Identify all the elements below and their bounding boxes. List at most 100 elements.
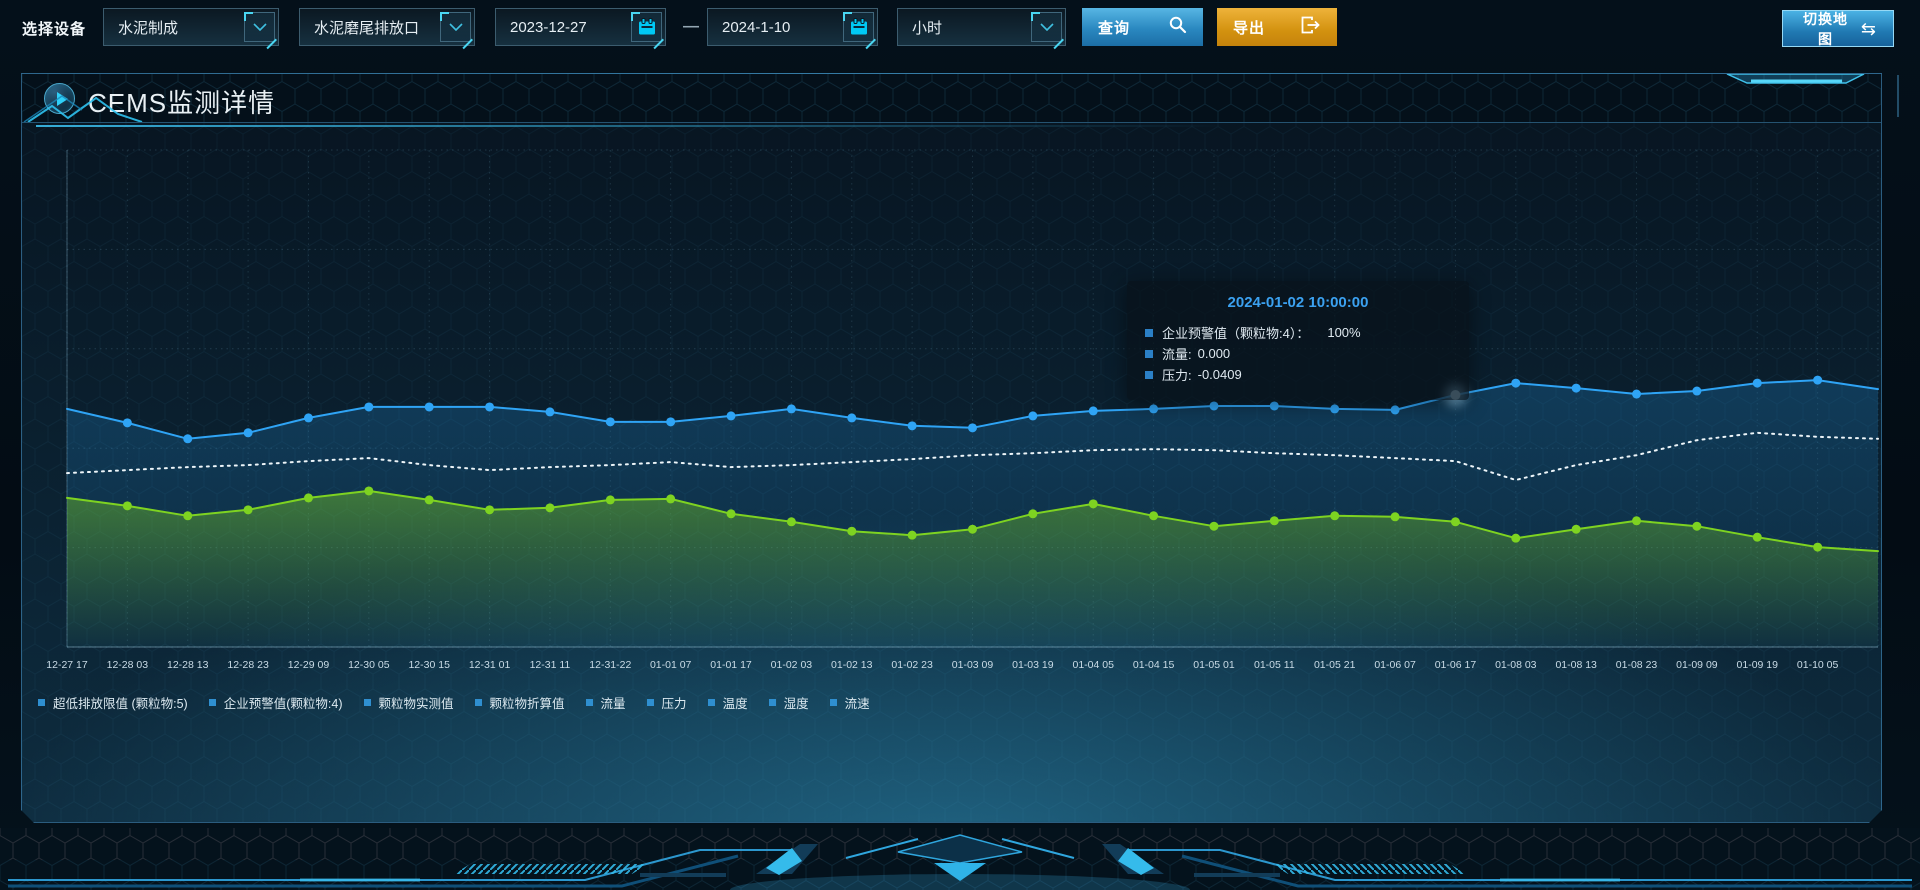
series-green-line [67,486,1878,647]
legend-item[interactable]: 流速 [830,693,870,712]
data-point[interactable] [666,417,675,426]
data-point[interactable] [908,531,917,540]
data-point[interactable] [1209,522,1218,531]
data-point[interactable] [1149,404,1158,413]
data-point[interactable] [364,402,373,411]
data-point[interactable] [123,501,132,510]
data-point[interactable] [1391,512,1400,521]
data-point[interactable] [1089,406,1098,415]
data-point[interactable] [485,402,494,411]
start-date-value: 2023-12-27 [510,18,587,36]
legend-marker-icon [647,699,654,706]
x-axis-label: 12-31 11 [530,659,571,671]
data-point[interactable] [1813,376,1822,385]
data-point[interactable] [787,517,796,526]
data-point[interactable] [1270,401,1279,410]
tooltip-row: 压力: -0.0409 [1145,364,1451,385]
data-point[interactable] [1089,499,1098,508]
data-point[interactable] [304,493,313,502]
legend-item[interactable]: 压力 [647,693,687,712]
data-point[interactable] [1813,543,1822,552]
switch-map-button[interactable]: 切换地图 ⇆ [1782,10,1894,47]
data-point[interactable] [1753,533,1762,542]
data-point[interactable] [606,495,615,504]
legend-item-label: 颗粒物折算值 [489,697,565,711]
data-point[interactable] [183,434,192,443]
data-point[interactable] [606,417,615,426]
tooltip-row: 企业预警值（颗粒物:4）： 100% [1145,322,1451,343]
interval-select[interactable]: 小时 [897,8,1066,46]
data-point[interactable] [1572,384,1581,393]
data-point[interactable] [787,404,796,413]
outlet-select[interactable]: 水泥磨尾排放口 [299,8,475,46]
data-point[interactable] [123,418,132,427]
data-point[interactable] [968,423,977,432]
x-axis-label: 01-02 13 [831,659,873,671]
data-point[interactable] [1391,405,1400,414]
data-point[interactable] [304,413,313,422]
legend-marker-icon [708,699,715,706]
device-select[interactable]: 水泥制成 [103,8,279,46]
chevron-down-icon[interactable] [440,12,471,42]
data-point[interactable] [425,495,434,504]
chevron-down-icon[interactable] [244,12,275,42]
data-point[interactable] [1330,511,1339,520]
data-point[interactable] [847,413,856,422]
data-point[interactable] [727,411,736,420]
data-point[interactable] [485,505,494,514]
data-point[interactable] [1511,534,1520,543]
data-point[interactable] [425,402,434,411]
data-point[interactable] [1028,411,1037,420]
data-point[interactable] [1149,511,1158,520]
export-button[interactable]: 导出 [1217,8,1337,46]
data-point[interactable] [244,428,253,437]
tooltip-row-value: 100% [1327,325,1361,340]
data-point[interactable] [1632,390,1641,399]
legend-item[interactable]: 湿度 [769,693,809,712]
data-point[interactable] [364,486,373,495]
legend-item[interactable]: 企业预警值(颗粒物:4) [209,693,343,712]
start-date-input[interactable]: 2023-12-27 [495,8,666,46]
data-point[interactable] [1270,516,1279,525]
data-point[interactable] [1511,379,1520,388]
calendar-icon[interactable] [843,12,874,42]
data-point[interactable] [727,509,736,518]
end-date-input[interactable]: 2024-1-10 [707,8,878,46]
x-axis-label: 01-04 15 [1133,659,1175,671]
data-point[interactable] [1451,517,1460,526]
data-point[interactable] [1632,516,1641,525]
data-point[interactable] [1753,379,1762,388]
data-point[interactable] [666,494,675,503]
chart-plot-area[interactable] [67,150,1878,647]
play-icon[interactable] [44,83,75,114]
tooltip-row-value: 0.000 [1197,346,1231,361]
calendar-icon[interactable] [631,12,662,42]
data-point[interactable] [1692,387,1701,396]
data-point[interactable] [1028,509,1037,518]
data-point[interactable] [968,525,977,534]
data-point[interactable] [847,527,856,536]
legend-item[interactable]: 温度 [708,693,748,712]
x-axis-label: 01-05 11 [1254,659,1295,671]
data-point[interactable] [183,511,192,520]
x-axis-label: 12-28 03 [107,659,149,671]
line-chart[interactable]: 12-27 17 12-28 03 12-28 13 12-28 23 12-29 09… [22,123,1883,824]
legend-item[interactable]: 超低排放限值 (颗粒物:5) [38,693,188,712]
data-point[interactable] [545,503,554,512]
legend-item-label: 流速 [844,697,870,711]
legend-item[interactable]: 颗粒物折算值 [475,693,565,712]
chevron-down-icon[interactable] [1031,12,1062,42]
data-point[interactable] [908,421,917,430]
data-point[interactable] [244,505,253,514]
x-axis-label: 01-08 13 [1555,659,1597,671]
x-axis-label: 01-06 07 [1374,659,1416,671]
data-point[interactable] [1330,404,1339,413]
legend-item[interactable]: 流量 [586,693,626,712]
data-point[interactable] [1572,525,1581,534]
data-point[interactable] [1692,522,1701,531]
query-button[interactable]: 查询 [1082,8,1203,46]
data-point[interactable] [545,407,554,416]
legend-item[interactable]: 颗粒物实测值 [364,693,454,712]
data-point[interactable] [1209,401,1218,410]
legend-marker-icon [769,699,776,706]
